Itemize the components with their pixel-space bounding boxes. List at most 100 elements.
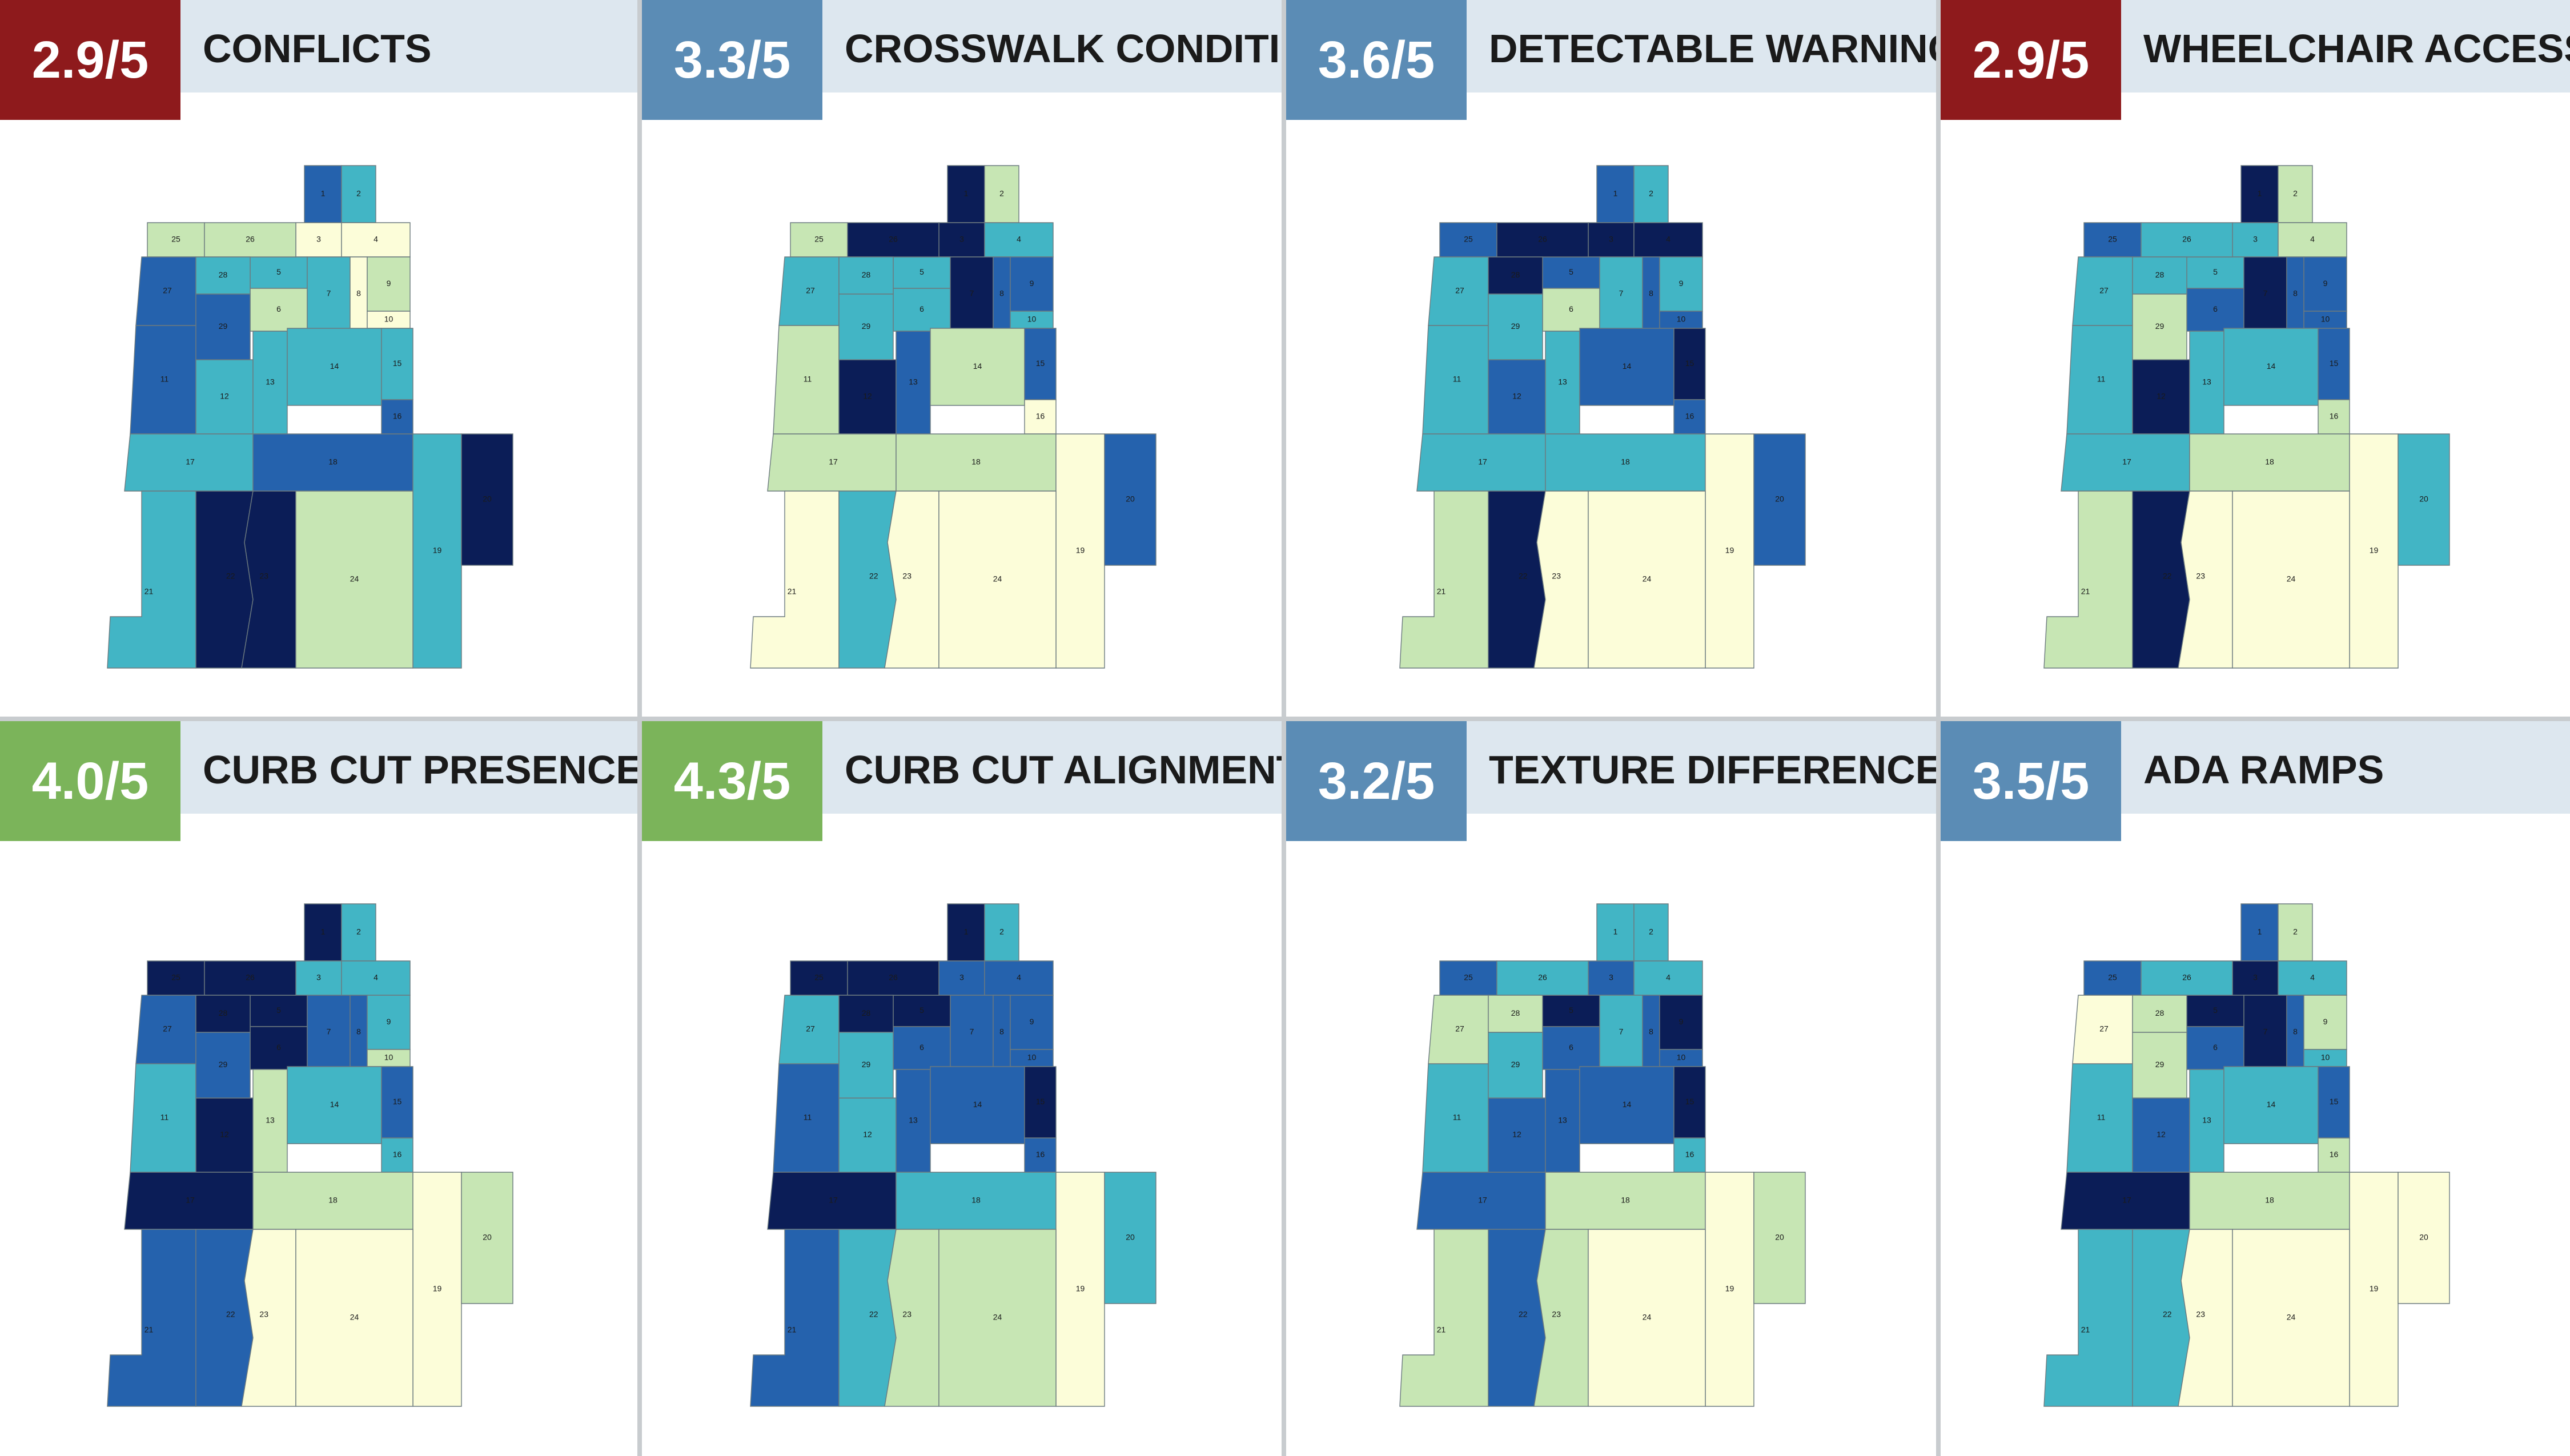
zone-area[interactable] [1588,1229,1706,1407]
zone-27[interactable]: 27 [778,256,840,326]
zone-26[interactable]: 26 [1496,222,1589,258]
zone-20[interactable]: 20 [2398,1172,2450,1304]
zone-3[interactable]: 3 [1588,222,1635,258]
zone-10[interactable]: 10 [2303,1049,2347,1067]
zone-27[interactable]: 27 [1428,256,1489,326]
zone-area[interactable] [1753,1172,1806,1304]
zone-1[interactable]: 1 [304,903,342,962]
zone-4[interactable]: 4 [341,960,411,996]
zone-13[interactable]: 13 [1545,1069,1580,1173]
zone-28[interactable]: 28 [195,256,251,295]
zone-8[interactable]: 8 [2286,995,2304,1070]
zone-28[interactable]: 28 [1488,995,1543,1033]
zone-22[interactable]: 22 [2132,490,2190,669]
zone-1[interactable]: 1 [947,165,985,223]
zone-19[interactable]: 19 [1705,433,1754,669]
zone-12[interactable]: 12 [2132,1097,2190,1173]
zone-area[interactable] [2398,1172,2450,1304]
zone-20[interactable]: 20 [1104,1172,1156,1304]
zone-20[interactable]: 20 [1104,433,1156,566]
zone-16[interactable]: 16 [1024,1137,1057,1173]
zone-5[interactable]: 5 [2186,256,2244,289]
zone-4[interactable]: 4 [1633,222,1703,258]
zone-area[interactable] [2043,1229,2133,1407]
zone-19[interactable]: 19 [1055,1172,1105,1407]
zone-23[interactable]: 23 [884,490,939,669]
zone-2[interactable]: 2 [1633,903,1669,962]
zone-16[interactable]: 16 [1673,399,1706,435]
zone-area[interactable] [107,1229,196,1407]
zone-23[interactable]: 23 [2178,490,2233,669]
zone-12[interactable]: 12 [195,359,254,435]
zone-19[interactable]: 19 [1705,1172,1754,1407]
zone-21[interactable]: 21 [750,490,840,669]
zone-23[interactable]: 23 [884,1229,939,1407]
zone-27[interactable]: 27 [1428,995,1489,1064]
zone-26[interactable]: 26 [847,222,939,258]
zone-7[interactable]: 7 [950,995,994,1070]
zone-23[interactable]: 23 [2178,1229,2233,1407]
zone-4[interactable]: 4 [984,222,1054,258]
zone-11[interactable]: 11 [1422,325,1489,435]
zone-area[interactable] [2141,960,2233,996]
zone-area[interactable] [2178,490,2233,669]
zone-21[interactable]: 21 [107,490,196,669]
zone-area[interactable] [2132,1229,2190,1407]
zone-area[interactable] [938,1229,1057,1407]
zone-25[interactable]: 25 [2083,960,2142,996]
zone-2[interactable]: 2 [341,903,376,962]
zone-24[interactable]: 24 [295,490,413,669]
zone-area[interactable] [1496,222,1589,258]
zone-19[interactable]: 19 [2349,1172,2399,1407]
zone-4[interactable]: 4 [2278,222,2347,258]
zone-6[interactable]: 6 [250,288,308,332]
zone-area[interactable] [838,293,894,360]
zone-13[interactable]: 13 [896,1069,931,1173]
zone-10[interactable]: 10 [1659,311,1703,329]
zone-3[interactable]: 3 [938,222,985,258]
zone-18[interactable]: 18 [252,1172,413,1230]
zone-area[interactable] [838,1032,894,1099]
zone-6[interactable]: 6 [1542,1026,1600,1070]
zone-24[interactable]: 24 [1588,490,1706,669]
zone-19[interactable]: 19 [412,1172,462,1407]
zone-20[interactable]: 20 [2398,433,2450,566]
zone-area[interactable] [1496,960,1589,996]
zone-14[interactable]: 14 [930,1066,1025,1144]
zone-10[interactable]: 10 [367,311,411,329]
zone-area[interactable] [1533,490,1589,669]
zone-9[interactable]: 9 [1010,995,1054,1050]
zone-area[interactable] [1399,1229,1489,1407]
zone-14[interactable]: 14 [287,1066,382,1144]
zone-10[interactable]: 10 [367,1049,411,1067]
zone-27[interactable]: 27 [2072,995,2133,1064]
zone-15[interactable]: 15 [1673,1066,1706,1139]
zone-16[interactable]: 16 [381,1137,413,1173]
zone-3[interactable]: 3 [1588,960,1635,996]
zone-15[interactable]: 15 [1024,328,1057,400]
zone-area[interactable] [750,1229,840,1407]
zone-3[interactable]: 3 [295,960,342,996]
zone-15[interactable]: 15 [2318,1066,2350,1139]
zone-area[interactable] [1533,1229,1589,1407]
zone-9[interactable]: 9 [1659,256,1703,312]
zone-16[interactable]: 16 [1673,1137,1706,1173]
zone-16[interactable]: 16 [1024,399,1057,435]
zone-area[interactable] [847,222,939,258]
zone-15[interactable]: 15 [1024,1066,1057,1139]
zone-area[interactable] [195,490,254,669]
zone-10[interactable]: 10 [2303,311,2347,329]
zone-4[interactable]: 4 [984,960,1054,996]
zone-22[interactable]: 22 [195,1229,254,1407]
zone-20[interactable]: 20 [1753,1172,1806,1304]
zone-14[interactable]: 14 [1579,328,1674,406]
zone-23[interactable]: 23 [1533,490,1589,669]
zone-21[interactable]: 21 [1399,490,1489,669]
zone-9[interactable]: 9 [1010,256,1054,312]
zone-area[interactable] [2132,293,2187,360]
zone-area[interactable] [1488,490,1546,669]
zone-26[interactable]: 26 [2141,960,2233,996]
zone-10[interactable]: 10 [1010,1049,1054,1067]
zone-area[interactable] [1104,1172,1156,1304]
zone-11[interactable]: 11 [2066,325,2133,435]
